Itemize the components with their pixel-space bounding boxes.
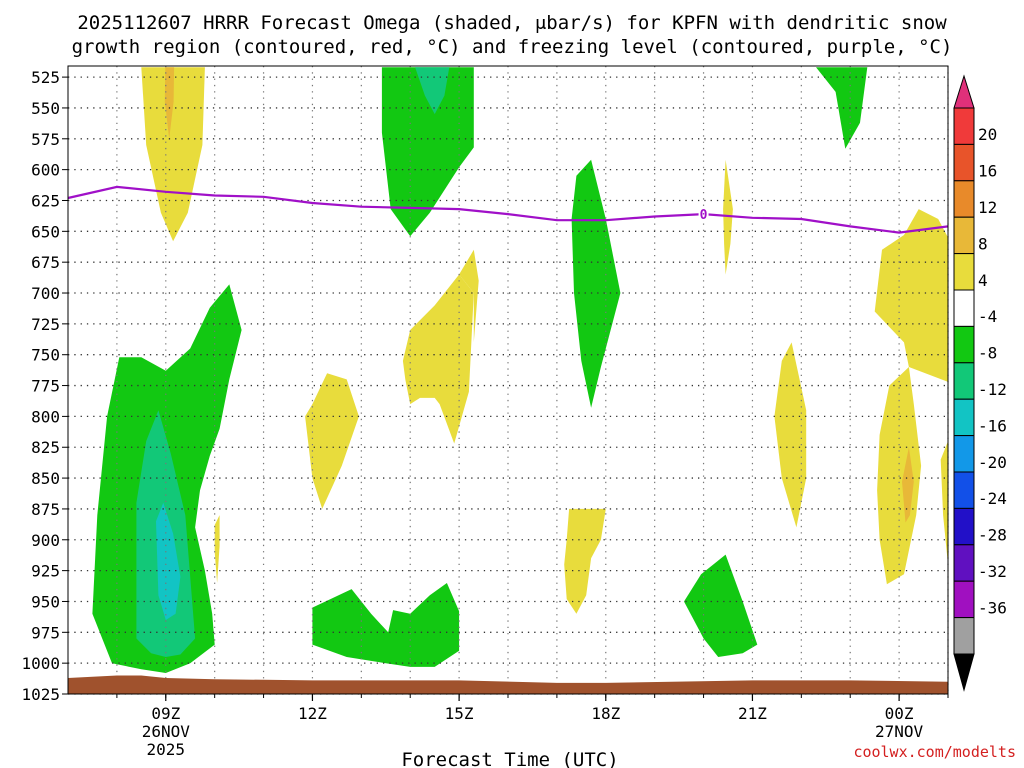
x-tick-label: 18Z (591, 704, 620, 723)
omega-region-pos-a-core (164, 67, 175, 139)
x-tick-year: 2025 (147, 740, 186, 759)
y-tick-label: 700 (31, 284, 60, 303)
omega-region-pos-j (214, 515, 220, 583)
y-tick-label: 875 (31, 500, 60, 519)
colorbar-label: 8 (978, 234, 988, 253)
omega-region-neg-b (816, 67, 868, 149)
y-tick-label: 975 (31, 623, 60, 642)
colorbar-label: -12 (978, 380, 1007, 399)
x-tick-label: 21Z (738, 704, 767, 723)
colorbar-label: -4 (978, 307, 997, 326)
omega-region-pos-h (774, 342, 807, 528)
omega-region-pos-i (564, 508, 606, 614)
y-tick-label: 550 (31, 99, 60, 118)
colorbar-label: -20 (978, 453, 1007, 472)
terrain-fill (68, 675, 948, 694)
y-tick-label: 750 (31, 346, 60, 365)
colorbar-segment (953, 398, 975, 437)
omega-region-neg-f (684, 554, 758, 657)
omega-region-neg-e (312, 583, 460, 667)
colorbar: 20 16 12 8 4 -4 -8 -12 -16 -20 -24 -28 -32 -36 (953, 74, 1007, 692)
x-tick-date: 27NOV (875, 722, 924, 741)
x-tick-label: 12Z (298, 704, 327, 723)
freezing-level-label: 0 (700, 208, 708, 223)
omega-region-pos-g (459, 249, 479, 343)
chart-title-line2: growth region (contoured, red, °C) and f… (72, 36, 953, 58)
y-tick-label: 850 (31, 469, 60, 488)
y-tick-label: 675 (31, 253, 60, 272)
colorbar-label: -36 (978, 598, 1007, 617)
y-tick-label: 825 (31, 438, 60, 457)
freezing-level-line (67, 185, 949, 234)
omega-region-pos-c (874, 209, 948, 585)
colorbar-label: 4 (978, 271, 988, 290)
y-tick-label: 1025 (21, 685, 60, 704)
colorbar-bottom-arrow (953, 653, 975, 692)
colorbar-top-arrow (953, 74, 975, 109)
omega-region-neg-d-deep (156, 502, 181, 620)
y-tick-label: 775 (31, 377, 60, 396)
omega-region-pos-c-core (902, 447, 914, 523)
y-tick-label: 1000 (21, 654, 60, 673)
y-tick-label: 525 (31, 68, 60, 87)
omega-region-pos-d (940, 441, 948, 565)
colorbar-label: 12 (978, 198, 997, 217)
omega-contours (92, 67, 948, 673)
colorbar-segment (953, 544, 975, 582)
y-tick-label: 950 (31, 592, 60, 611)
freezing-level-label-bg (698, 206, 709, 221)
omega-region-pos-b (723, 159, 733, 275)
colorbar-segment (953, 216, 975, 255)
omega-region-pos-a (141, 67, 205, 242)
colorbar-segment (953, 253, 975, 291)
colorbar-label: -24 (978, 489, 1007, 508)
y-tick-label: 600 (31, 161, 60, 180)
x-tick-date: 26NOV (142, 722, 191, 741)
colorbar-segment (953, 362, 975, 400)
chart-title-line1: 2025112607 HRRR Forecast Omega (shaded, … (77, 12, 947, 34)
terrain (68, 675, 948, 694)
colorbar-label: 16 (978, 162, 997, 181)
y-tick-label: 900 (31, 531, 60, 550)
colorbar-label: -8 (978, 344, 997, 363)
colorbar-segment (953, 143, 975, 182)
colorbar-segment (953, 471, 975, 509)
x-tick-label: 09Z (151, 704, 180, 723)
omega-region-pos-e (305, 373, 359, 509)
colorbar-label: -16 (978, 416, 1007, 435)
y-tick-label: 650 (31, 222, 60, 241)
y-tick-label: 925 (31, 562, 60, 581)
freezing-level: 0 (67, 185, 949, 234)
omega-region-pos-f (402, 274, 474, 444)
colorbar-segment (953, 617, 975, 655)
colorbar-segment (953, 107, 975, 145)
omega-region-neg-c (571, 159, 621, 408)
y-tick-label: 575 (31, 130, 60, 149)
grid (68, 66, 949, 695)
colorbar-label: -32 (978, 562, 1007, 581)
colorbar-segment (953, 325, 975, 364)
colorbar-segment (953, 289, 975, 327)
colorbar-segment (953, 435, 975, 473)
colorbar-segment (953, 180, 975, 218)
plot-area: 0 (67, 65, 949, 695)
y-tick-label: 800 (31, 407, 60, 426)
colorbar-label: -28 (978, 526, 1007, 545)
x-tick-label: 00Z (885, 704, 914, 723)
colorbar-segment (953, 580, 975, 619)
colorbar-label: 20 (978, 125, 997, 144)
y-axis: 525 550 575 600 625 650 675 700 725 750 775 800 825 8… (21, 68, 68, 704)
credit-text: coolwx.com/modelts (853, 743, 1016, 761)
omega-region-neg-a (381, 67, 474, 237)
y-tick-label: 625 (31, 191, 60, 210)
x-axis-label: Forecast Time (UTC) (401, 749, 618, 768)
colorbar-segment (953, 507, 975, 546)
x-tick-label: 15Z (445, 704, 474, 723)
y-tick-label: 725 (31, 315, 60, 334)
omega-region-neg-a-core (415, 67, 450, 115)
